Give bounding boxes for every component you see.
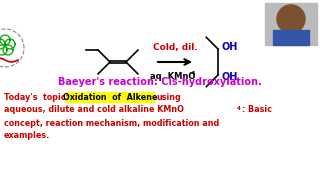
Text: : Basic: : Basic xyxy=(242,105,272,114)
Text: aq. KMnO: aq. KMnO xyxy=(150,72,196,81)
Text: Baeyer's reaction: Cis-hydroxylation.: Baeyer's reaction: Cis-hydroxylation. xyxy=(58,77,262,87)
Circle shape xyxy=(277,5,305,33)
Bar xyxy=(273,30,309,45)
Text: OH: OH xyxy=(222,72,238,82)
Text: using: using xyxy=(156,93,181,102)
Bar xyxy=(265,3,317,45)
Text: Oxidation  of  Alkene: Oxidation of Alkene xyxy=(63,93,157,102)
Text: aqueous, dilute and cold alkaline KMnO: aqueous, dilute and cold alkaline KMnO xyxy=(4,105,184,114)
Text: Cold, dil.: Cold, dil. xyxy=(153,43,197,52)
Text: 4: 4 xyxy=(191,71,195,76)
Text: OH: OH xyxy=(222,42,238,52)
Text: Today's  topic:: Today's topic: xyxy=(4,93,69,102)
Text: 4: 4 xyxy=(237,106,241,111)
Text: concept, reaction mechanism, modification and: concept, reaction mechanism, modificatio… xyxy=(4,118,219,127)
Bar xyxy=(66,92,154,102)
Text: examples.: examples. xyxy=(4,132,50,141)
